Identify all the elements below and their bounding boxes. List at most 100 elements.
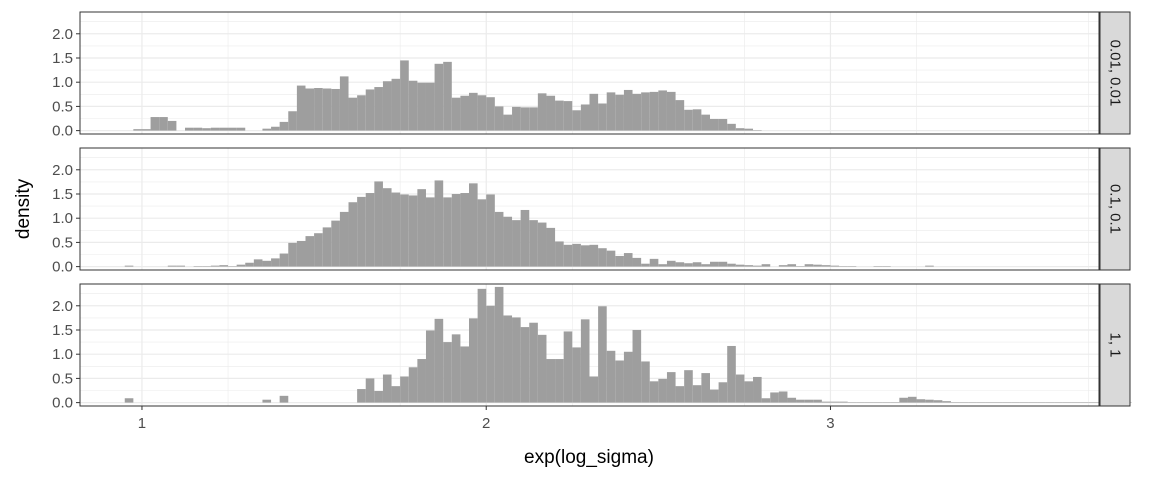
histogram-bar — [486, 97, 495, 131]
histogram-bar — [692, 109, 702, 131]
histogram-bar — [236, 264, 246, 267]
histogram-bar — [546, 95, 556, 131]
histogram-bar — [821, 265, 831, 267]
histogram-bar — [589, 244, 599, 267]
y-tick-label: 0.5 — [52, 370, 73, 387]
histogram-bar — [649, 258, 659, 267]
histogram-bar — [563, 101, 573, 131]
histogram-bar — [641, 361, 650, 403]
histogram-bar — [744, 128, 754, 131]
histogram-bar — [761, 264, 771, 267]
facet-panel-3: 0.0 0.5 1.0 1.5 2.0 1, 1 — [52, 283, 1132, 412]
histogram-bar — [296, 85, 306, 131]
histogram-bar — [408, 80, 418, 131]
histogram-bar — [296, 240, 306, 267]
histogram-bar — [787, 397, 797, 403]
histogram-bar — [193, 127, 203, 131]
histogram-bar — [563, 244, 573, 267]
histogram-bar — [322, 88, 332, 131]
histogram-bar — [339, 211, 349, 267]
histogram-bar — [503, 114, 513, 131]
histogram-bar — [400, 60, 409, 131]
histogram-bar — [331, 88, 340, 131]
histogram-bar — [623, 351, 633, 403]
histogram-bar — [821, 401, 831, 403]
histogram-bar — [727, 123, 736, 131]
histogram-bar — [322, 227, 332, 267]
histogram-bar — [555, 241, 564, 267]
histogram-bar — [598, 248, 607, 267]
histogram-bar — [684, 263, 693, 267]
histogram-bar — [279, 395, 289, 403]
histogram-bar — [262, 260, 272, 267]
histogram-bar — [469, 92, 478, 131]
histogram-bar — [451, 97, 461, 131]
histogram-bar — [718, 118, 728, 131]
histogram-bar — [443, 197, 452, 267]
histogram-bar — [520, 209, 530, 267]
histogram-bar — [219, 265, 229, 267]
histogram-bar — [718, 382, 728, 403]
histogram-bar — [813, 399, 822, 403]
y-tick-label: 1.5 — [52, 322, 73, 339]
histogram-bar — [615, 255, 624, 267]
histogram-bar — [305, 236, 315, 267]
histogram-bar — [417, 189, 426, 267]
histogram-bar — [735, 264, 745, 267]
histogram-bar — [443, 61, 452, 131]
histogram-bar — [210, 265, 220, 267]
y-tick-label: 1.5 — [52, 50, 73, 67]
histogram-bar — [425, 82, 435, 131]
histogram-bar — [580, 104, 590, 131]
histogram-bar — [709, 118, 719, 131]
histogram-bar — [305, 88, 315, 131]
histogram-bar — [796, 399, 805, 403]
facet-strip-label: 0.1, 0.1 — [1107, 184, 1124, 234]
histogram-bar — [314, 233, 323, 267]
histogram-bar — [357, 196, 366, 267]
histogram-bar — [279, 121, 289, 131]
histogram-bar — [236, 127, 246, 131]
histogram-bar — [434, 63, 444, 131]
histogram-bar — [391, 192, 401, 267]
y-tick-label: 0.0 — [52, 259, 73, 276]
y-tick-label: 1.0 — [52, 74, 73, 91]
histogram-bar — [572, 347, 581, 403]
histogram-bar — [623, 89, 633, 131]
y-tick-label: 2.0 — [52, 298, 73, 315]
histogram-bar — [451, 193, 461, 267]
histogram-bar — [839, 401, 848, 403]
histogram-bar — [331, 220, 340, 267]
histogram-bar — [537, 93, 547, 131]
histogram-bar — [348, 97, 358, 131]
histogram-bar — [159, 117, 168, 131]
histogram-bar — [417, 82, 426, 131]
histogram-bar — [727, 263, 736, 267]
histogram-bar — [598, 103, 607, 131]
x-tick-label: 3 — [826, 415, 834, 432]
y-tick-label: 0.0 — [52, 123, 73, 140]
histogram-bar — [589, 376, 599, 403]
histogram-bar — [580, 319, 590, 403]
histogram-bar — [658, 90, 667, 131]
histogram-bar — [434, 180, 444, 267]
histogram-bar — [520, 327, 530, 403]
x-axis: 1 2 3 — [138, 406, 835, 432]
facet-strip — [1099, 11, 1131, 135]
histogram-bar — [219, 127, 229, 131]
histogram-bar — [469, 183, 478, 267]
histogram-bar — [262, 399, 272, 403]
histogram-bar — [348, 202, 358, 267]
histogram-bar — [632, 257, 642, 267]
histogram-bar — [434, 318, 444, 403]
histogram-bar — [124, 265, 134, 267]
histogram-bar — [512, 317, 521, 403]
histogram-bar — [830, 401, 840, 403]
histogram-bar — [451, 334, 461, 403]
histogram-bar — [555, 100, 564, 131]
histogram-bar — [770, 392, 779, 403]
histogram-bar — [374, 390, 383, 403]
histogram-bar — [735, 128, 745, 131]
histogram-bar — [830, 265, 840, 267]
histogram-bar — [632, 93, 642, 131]
